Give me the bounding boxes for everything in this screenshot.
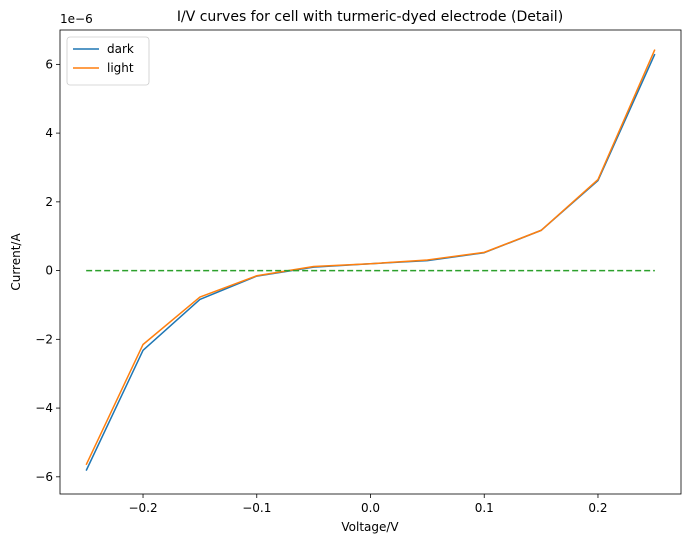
x-tick-label: 0.1	[475, 501, 494, 515]
y-tick-label: 4	[45, 126, 53, 140]
y-tick-label: 0	[45, 264, 53, 278]
series-line-light	[85, 49, 656, 466]
x-tick-label: −0.1	[242, 501, 271, 515]
y-tick-label: 6	[45, 57, 53, 71]
x-tick-label: −0.2	[128, 501, 157, 515]
legend-label-dark: dark	[107, 42, 134, 56]
y-offset-label: 1e−6	[60, 12, 93, 26]
y-axis-label: Current/A	[9, 233, 23, 291]
legend-label-light: light	[107, 61, 134, 75]
y-tick-label: 2	[45, 195, 53, 209]
x-axis-label: Voltage/V	[341, 520, 399, 534]
y-tick-label: −2	[35, 332, 53, 346]
x-tick-label: 0.2	[588, 501, 607, 515]
y-tick-label: −4	[35, 401, 53, 415]
x-tick-label: 0.0	[361, 501, 380, 515]
plot-area: −0.2 −0.1 0.0 0.1 0.2 −6 −4 −2 0 2 4 6 dark light	[35, 29, 682, 515]
chart-title: I/V curves for cell with turmeric-dyed e…	[177, 9, 563, 25]
y-tick-label: −6	[35, 470, 53, 484]
